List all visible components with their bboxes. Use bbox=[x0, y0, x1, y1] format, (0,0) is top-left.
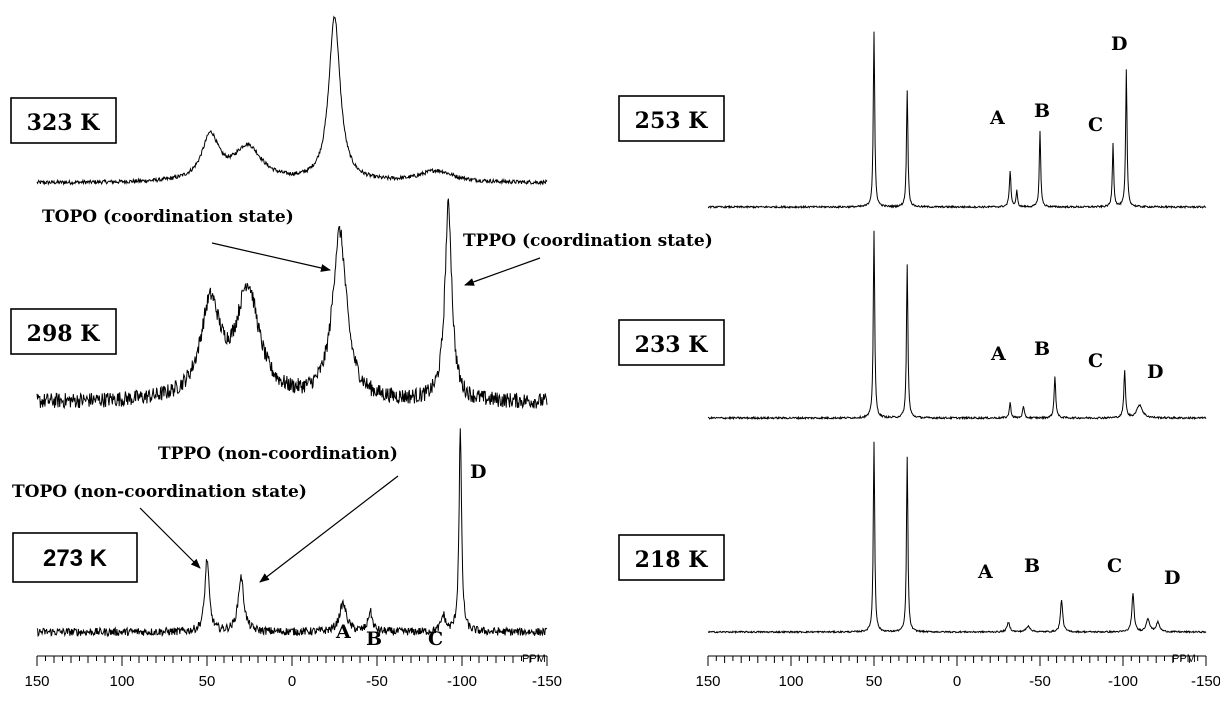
spectrum-218K bbox=[708, 441, 1207, 634]
temp-label-298: 298 K bbox=[27, 321, 101, 347]
temp-box-253 bbox=[618, 95, 725, 142]
left-xlabel: PPM bbox=[522, 653, 546, 665]
peak-label-B-left: B bbox=[366, 628, 382, 650]
arrow-tppo-coordination bbox=[464, 257, 541, 286]
spectrum-233K bbox=[707, 230, 1207, 421]
temp-label-233: 233 K bbox=[635, 332, 709, 358]
peak-label-A-253: A bbox=[989, 107, 1005, 129]
x-tick-label: -150 bbox=[1191, 673, 1220, 690]
peak-label-C-218: C bbox=[1107, 555, 1122, 577]
x-tick-label: 50 bbox=[199, 673, 216, 690]
peak-label-C-left: C bbox=[428, 628, 443, 650]
x-tick-label: -150 bbox=[532, 673, 562, 690]
temp-box-218 bbox=[618, 534, 725, 581]
right-x-axis: 150 100 50 0 -50 -100 -150 bbox=[695, 655, 1220, 690]
peak-label-C-253: C bbox=[1088, 114, 1103, 136]
left-x-axis: 150 100 50 0 -50 -100 -150 bbox=[24, 655, 562, 690]
temp-label-273: 273 K bbox=[43, 545, 108, 572]
annotation-topo-coordination: TOPO (coordination state) bbox=[42, 207, 294, 227]
annotation-topo-non-coordination: TOPO (non-coordination state) bbox=[12, 482, 307, 502]
spectrum-298K bbox=[36, 198, 548, 410]
x-tick-label: 100 bbox=[109, 673, 134, 690]
annotation-tppo-non-coordination: TPPO (non-coordination) bbox=[158, 444, 398, 464]
temp-label-253: 253 K bbox=[635, 108, 709, 134]
peak-label-B-253: B bbox=[1034, 100, 1050, 122]
annotation-tppo-coordination: TPPO (coordination state) bbox=[463, 231, 713, 251]
peak-label-A-233: A bbox=[990, 343, 1006, 365]
temp-box-323 bbox=[10, 97, 117, 144]
spectrum-323K bbox=[36, 15, 548, 186]
peak-label-B-218: B bbox=[1024, 555, 1040, 577]
temp-label-323: 323 K bbox=[27, 110, 101, 136]
left-panel: 323 K 298 K 273 K TOPO (coordination sta… bbox=[10, 15, 713, 690]
spectrum-273K bbox=[36, 428, 548, 638]
temp-label-218: 218 K bbox=[635, 547, 709, 573]
x-tick-label: 50 bbox=[866, 673, 883, 690]
peak-label-C-233: C bbox=[1088, 350, 1103, 372]
peak-label-D-253: D bbox=[1111, 33, 1127, 55]
x-tick-label: 0 bbox=[953, 673, 961, 690]
x-tick-label: 150 bbox=[24, 673, 49, 690]
right-xlabel: PPM bbox=[1172, 653, 1196, 665]
x-tick-label: -50 bbox=[366, 673, 388, 690]
peak-label-D-218: D bbox=[1164, 567, 1180, 589]
temp-box-273 bbox=[12, 532, 138, 583]
peak-label-B-233: B bbox=[1034, 338, 1050, 360]
arrow-topo-coordination bbox=[211, 242, 331, 272]
temp-box-233 bbox=[618, 319, 725, 366]
x-tick-label: 150 bbox=[695, 673, 720, 690]
peak-label-D-233: D bbox=[1147, 361, 1163, 383]
temp-box-298 bbox=[10, 308, 117, 355]
x-tick-label: -100 bbox=[447, 673, 477, 690]
peak-label-A-218: A bbox=[977, 561, 993, 583]
arrow-tppo-non-coordination bbox=[259, 475, 399, 583]
x-tick-label: -100 bbox=[1108, 673, 1138, 690]
x-tick-label: 100 bbox=[778, 673, 803, 690]
right-panel: 253 K 233 K 218 K A B C D A B C D A B C … bbox=[618, 31, 1220, 690]
spectrum-253K bbox=[707, 31, 1207, 210]
peak-label-A-left: A bbox=[335, 621, 351, 643]
arrow-topo-non-coordination bbox=[139, 507, 201, 569]
x-tick-label: 0 bbox=[288, 673, 296, 690]
x-tick-label: -50 bbox=[1029, 673, 1051, 690]
peak-label-D-left: D bbox=[470, 461, 486, 483]
